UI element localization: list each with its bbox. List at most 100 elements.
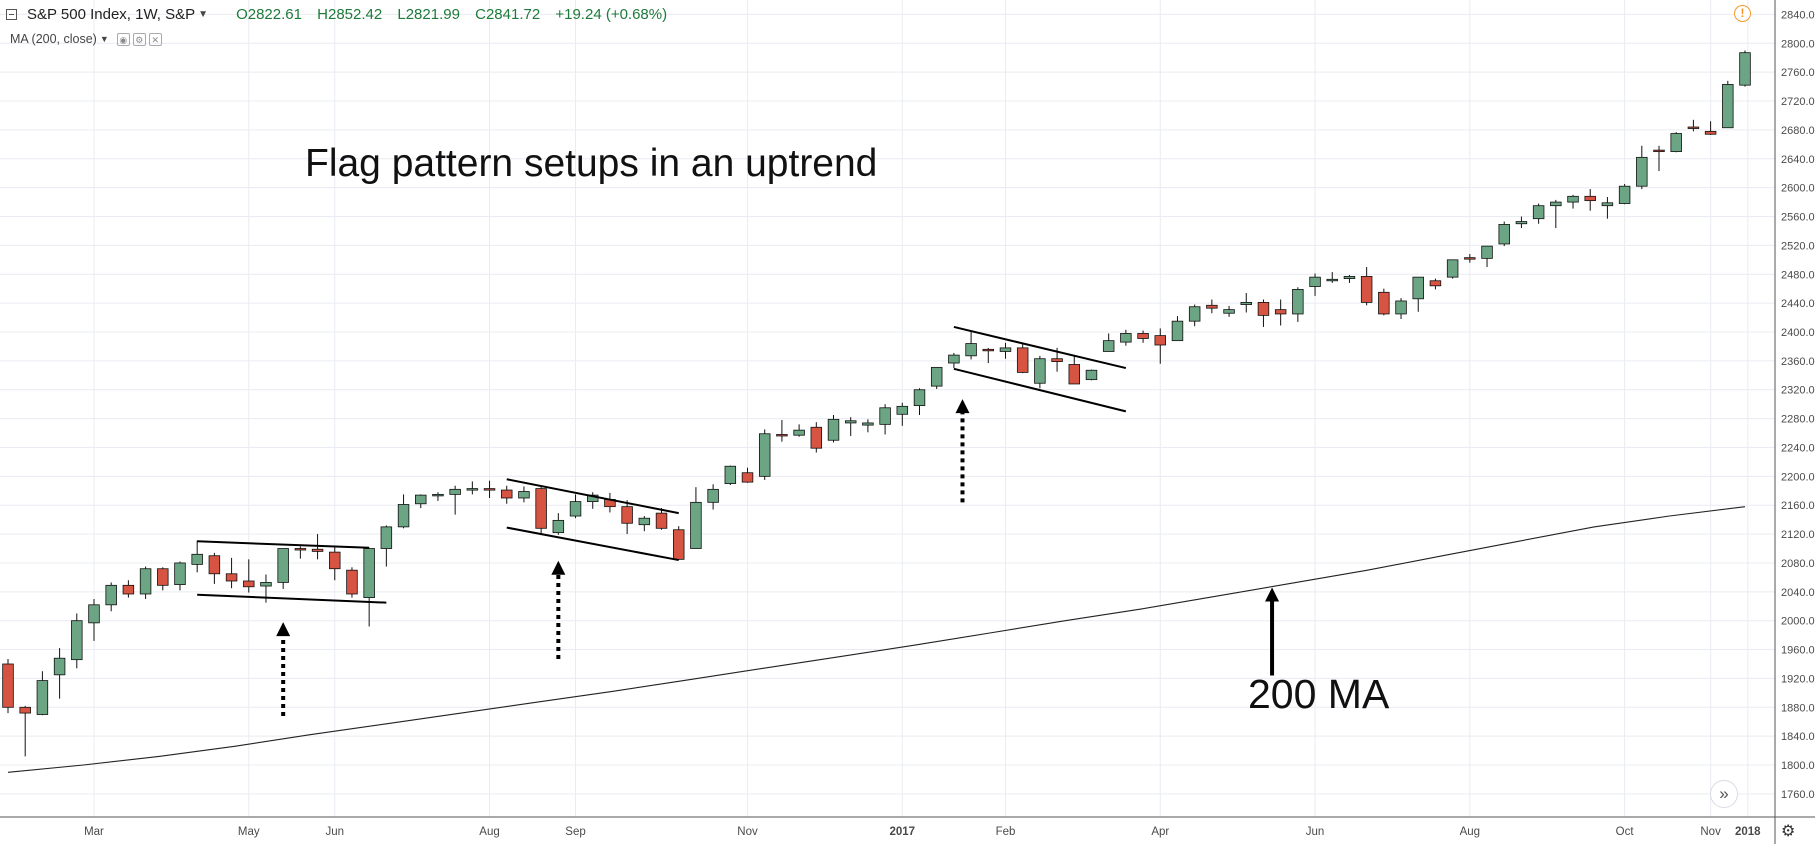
candle bbox=[1601, 197, 1614, 219]
candle-body bbox=[672, 529, 685, 560]
candle-body bbox=[793, 429, 805, 436]
candle-body bbox=[174, 562, 186, 586]
y-tick-label: 2440.00 bbox=[1781, 298, 1815, 310]
x-tick-label: Sep bbox=[565, 826, 585, 838]
scroll-to-realtime-button[interactable]: » bbox=[1710, 780, 1738, 808]
y-tick-label: 2720.00 bbox=[1781, 96, 1815, 108]
open-value: O2822.61 bbox=[236, 5, 302, 23]
candle bbox=[1257, 299, 1270, 327]
candle-body bbox=[1292, 289, 1304, 315]
candle bbox=[1687, 119, 1700, 132]
candle-body bbox=[518, 491, 530, 499]
candle-body bbox=[776, 434, 788, 437]
ohlc-values: O2822.61 H2852.42 L2821.99 C2841.72 +19.… bbox=[236, 6, 678, 23]
candle bbox=[19, 705, 31, 757]
candle bbox=[1532, 203, 1545, 224]
candle-body bbox=[1171, 320, 1184, 342]
candle bbox=[569, 494, 582, 519]
candle-body bbox=[707, 488, 719, 503]
y-tick-label: 2280.00 bbox=[1781, 414, 1815, 426]
candle-body bbox=[569, 501, 582, 517]
candle bbox=[707, 484, 719, 510]
candle-body bbox=[157, 568, 169, 586]
indicator-label[interactable]: MA (200, close) bbox=[10, 32, 97, 46]
candle-body bbox=[1360, 276, 1373, 303]
x-tick-label: May bbox=[238, 826, 260, 838]
flag-lower-line bbox=[953, 367, 1127, 413]
y-tick-label: 2400.00 bbox=[1781, 327, 1815, 339]
candle bbox=[1326, 272, 1338, 283]
candle bbox=[587, 492, 599, 509]
eye-icon[interactable]: ◉ bbox=[116, 32, 130, 46]
collapse-icon[interactable] bbox=[6, 8, 17, 20]
candle bbox=[36, 671, 49, 716]
y-tick-label: 2160.00 bbox=[1781, 500, 1815, 512]
candle-body bbox=[380, 526, 393, 549]
x-tick-label: Aug bbox=[1460, 826, 1480, 838]
candle bbox=[999, 342, 1012, 359]
candle-body bbox=[1102, 340, 1115, 352]
candle-body bbox=[466, 488, 479, 491]
candle bbox=[604, 492, 616, 513]
chevron-down-icon[interactable]: ▼ bbox=[198, 8, 209, 20]
candle bbox=[2, 658, 14, 714]
candle-body bbox=[88, 604, 100, 624]
candle-body bbox=[415, 494, 427, 505]
candle-body bbox=[277, 548, 289, 583]
candle bbox=[1034, 355, 1046, 389]
candle-body bbox=[1137, 333, 1149, 339]
alert-icon[interactable]: ! bbox=[1734, 5, 1751, 22]
candle bbox=[329, 547, 341, 581]
candle-body bbox=[982, 348, 995, 352]
y-tick-label: 2040.00 bbox=[1781, 587, 1815, 599]
candle-body bbox=[1618, 185, 1631, 204]
candle-body bbox=[1206, 304, 1218, 309]
candle-body bbox=[690, 501, 702, 549]
candle-body bbox=[1550, 201, 1562, 207]
candle-body bbox=[810, 426, 823, 449]
candle bbox=[930, 366, 943, 390]
flag-lower-line bbox=[506, 526, 679, 562]
candle-body bbox=[53, 657, 66, 676]
settings-gear-icon[interactable]: ⚙ bbox=[1781, 823, 1796, 840]
candle-body bbox=[552, 519, 565, 534]
candle-body bbox=[1636, 156, 1648, 187]
gear-icon[interactable]: ⚙ bbox=[132, 32, 146, 46]
chevron-down-icon[interactable]: ▼ bbox=[99, 34, 109, 44]
candle bbox=[1567, 194, 1579, 209]
candle-body bbox=[844, 420, 857, 424]
candle-body bbox=[71, 620, 83, 661]
flag-upper-line bbox=[197, 540, 370, 549]
candle bbox=[174, 561, 186, 591]
candle-body bbox=[139, 568, 152, 595]
candle bbox=[862, 419, 874, 433]
candle-body bbox=[1154, 335, 1166, 346]
candle bbox=[965, 331, 977, 360]
y-tick-label: 2200.00 bbox=[1781, 471, 1815, 483]
candle-body bbox=[1412, 276, 1424, 300]
candle bbox=[432, 492, 444, 501]
candle-body bbox=[655, 512, 668, 529]
candle-body bbox=[1240, 302, 1252, 305]
candle bbox=[1137, 330, 1149, 343]
y-tick-label: 2800.00 bbox=[1781, 38, 1815, 50]
candle bbox=[1584, 189, 1596, 211]
candle bbox=[397, 494, 410, 529]
symbol-title[interactable]: S&P 500 Index, 1W, S&P bbox=[27, 5, 196, 23]
x-tick-label: 2017 bbox=[890, 826, 916, 838]
candle-body bbox=[36, 680, 49, 715]
candle-body bbox=[638, 517, 651, 526]
y-tick-label: 1840.00 bbox=[1781, 731, 1815, 743]
close-value: C2841.72 bbox=[475, 5, 541, 23]
candle-body bbox=[122, 584, 135, 595]
x-tick-label: Oct bbox=[1616, 826, 1635, 838]
candle bbox=[1309, 273, 1321, 296]
close-icon[interactable]: ✕ bbox=[148, 32, 162, 46]
candle bbox=[793, 424, 805, 437]
candle bbox=[1429, 278, 1442, 290]
candle bbox=[208, 552, 221, 584]
candle bbox=[741, 467, 754, 483]
candle bbox=[827, 414, 840, 443]
